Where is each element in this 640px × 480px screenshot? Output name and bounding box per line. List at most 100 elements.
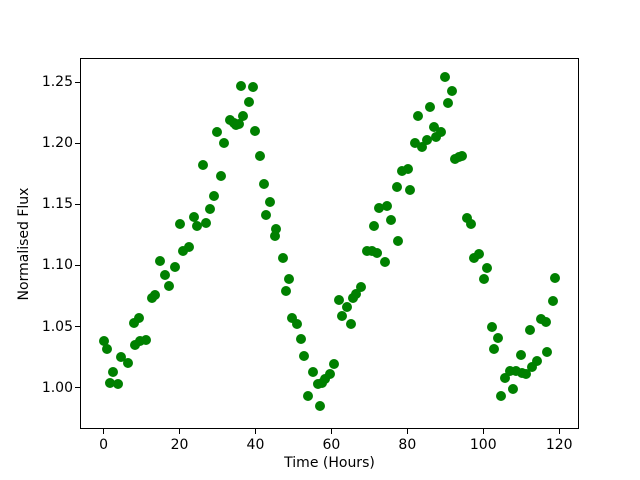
data-point [269,231,280,242]
y-tick-mark [75,326,80,328]
data-point [134,313,145,324]
data-point [540,316,551,327]
data-point [341,302,352,313]
data-point [542,347,553,358]
x-tick-label: 100 [469,437,497,453]
data-point [174,218,185,229]
data-point [496,391,507,402]
data-point [516,349,527,360]
y-tick-mark [75,142,80,144]
data-point [412,111,423,122]
data-point [235,80,246,91]
data-point [184,242,195,253]
data-point [128,317,139,328]
data-point [336,310,347,321]
data-point [348,293,359,304]
data-point [531,355,542,366]
data-point [284,273,295,284]
data-point [393,236,404,247]
data-point [218,138,229,149]
data-point [457,150,468,161]
x-tick-mark [179,429,181,434]
data-point [333,294,344,305]
data-point [425,101,436,112]
data-point [244,96,254,107]
data-point [386,215,396,226]
data-point [192,221,203,232]
data-point [108,366,119,377]
data-point [160,270,171,281]
data-point [135,336,146,347]
x-tick-mark [330,429,332,434]
data-point [249,126,260,137]
data-point [264,196,275,207]
data-point [211,127,222,138]
data-point [302,391,313,402]
data-point [402,163,413,174]
data-point [115,352,126,363]
data-point [130,339,141,350]
data-point [416,141,427,152]
x-tick-label: 0 [99,437,109,453]
data-point [356,282,366,293]
data-point [511,365,522,376]
data-point [469,253,480,264]
data-point [189,211,200,222]
data-point [98,336,109,347]
data-point [248,82,259,93]
x-tick-mark [482,429,484,434]
y-tick-mark [75,264,80,266]
y-tick-mark [75,203,80,205]
data-point [371,248,382,259]
x-tick-mark [558,429,560,434]
data-point [307,366,318,377]
data-point [112,379,123,389]
data-point [150,289,161,300]
data-point [216,171,227,182]
x-tick-mark [103,429,105,434]
data-point [489,343,500,354]
data-point [526,361,537,372]
data-point [141,335,152,346]
x-tick-label: 40 [246,437,265,453]
data-point [431,132,442,143]
data-point [102,343,113,354]
data-point [201,217,212,228]
data-point [409,138,420,149]
data-point [373,203,384,214]
data-point [155,255,166,266]
y-tick-label: 1.25 [41,74,73,91]
data-point [233,118,244,129]
data-point [505,365,516,376]
y-tick-label: 1.20 [41,135,73,152]
data-point [507,383,518,394]
data-point [287,313,298,324]
data-point [487,321,497,332]
data-point [258,178,269,189]
data-point [329,359,340,370]
data-point [421,134,432,145]
data-point [319,374,330,385]
data-point [351,288,362,299]
data-point [379,256,390,267]
data-point [481,262,492,273]
data-point [493,332,504,343]
data-point [292,319,303,330]
data-point [197,160,208,171]
data-point [280,286,291,297]
data-point [105,377,116,388]
data-point [473,249,484,260]
data-point [443,97,454,108]
data-point [295,333,306,344]
data-point [298,350,309,361]
y-tick-mark [75,387,80,389]
data-point [391,182,402,193]
data-point [549,272,560,283]
x-tick-label: 60 [322,437,341,453]
y-tick-label: 1.15 [41,196,73,213]
x-tick-label: 20 [170,437,189,453]
y-tick-mark [75,81,80,83]
data-point [436,127,447,138]
x-tick-label: 80 [398,437,417,453]
data-point [178,245,189,256]
